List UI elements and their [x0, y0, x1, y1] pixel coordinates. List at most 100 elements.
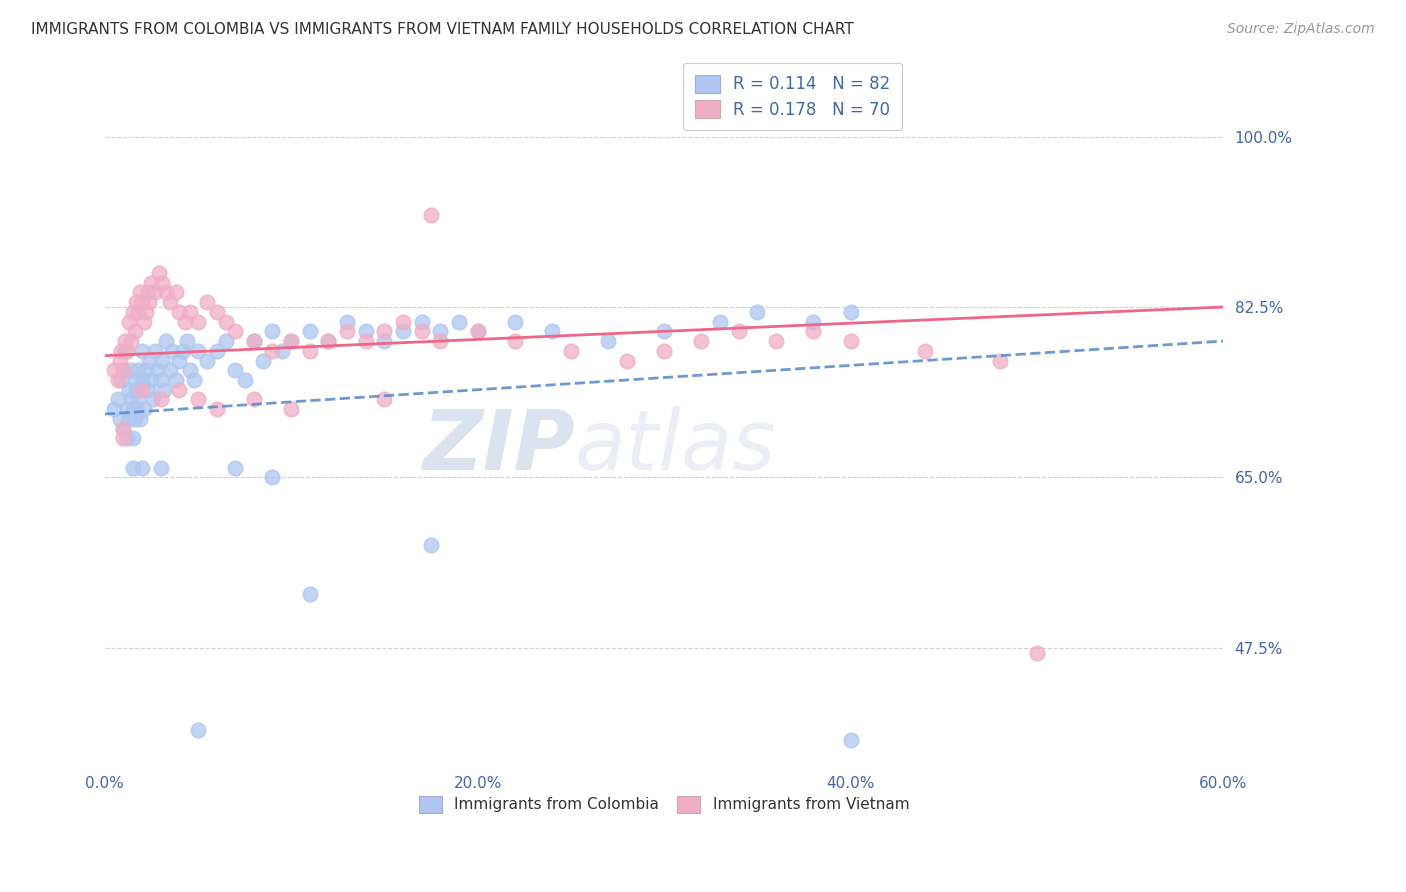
- Point: [165, 285, 187, 300]
- Point: [503, 334, 526, 348]
- Point: [127, 305, 149, 319]
- Point: [801, 324, 824, 338]
- Point: [141, 373, 163, 387]
- Point: [839, 305, 862, 319]
- Point: [205, 343, 228, 358]
- Point: [108, 353, 131, 368]
- Point: [160, 343, 183, 358]
- Point: [336, 315, 359, 329]
- Point: [103, 402, 125, 417]
- Point: [224, 460, 246, 475]
- Point: [447, 315, 470, 329]
- Point: [298, 343, 321, 358]
- Point: [262, 343, 284, 358]
- Point: [120, 392, 142, 407]
- Legend: Immigrants from Colombia, Immigrants from Vietnam: Immigrants from Colombia, Immigrants fro…: [406, 784, 921, 825]
- Point: [121, 305, 143, 319]
- Point: [187, 392, 209, 407]
- Point: [165, 373, 187, 387]
- Text: IMMIGRANTS FROM COLOMBIA VS IMMIGRANTS FROM VIETNAM FAMILY HOUSEHOLDS CORRELATIO: IMMIGRANTS FROM COLOMBIA VS IMMIGRANTS F…: [31, 22, 853, 37]
- Point: [125, 383, 148, 397]
- Text: Source: ZipAtlas.com: Source: ZipAtlas.com: [1227, 22, 1375, 37]
- Point: [153, 383, 176, 397]
- Point: [135, 305, 157, 319]
- Point: [167, 383, 190, 397]
- Point: [616, 353, 638, 368]
- Point: [262, 470, 284, 484]
- Point: [503, 315, 526, 329]
- Point: [136, 383, 159, 397]
- Point: [560, 343, 582, 358]
- Point: [112, 422, 135, 436]
- Point: [765, 334, 787, 348]
- Point: [914, 343, 936, 358]
- Point: [801, 315, 824, 329]
- Point: [108, 412, 131, 426]
- Point: [179, 363, 201, 377]
- Point: [131, 373, 153, 387]
- Point: [107, 373, 129, 387]
- Text: atlas: atlas: [575, 407, 776, 487]
- Point: [243, 392, 266, 407]
- Point: [270, 343, 292, 358]
- Point: [138, 295, 160, 310]
- Point: [115, 402, 138, 417]
- Point: [243, 334, 266, 348]
- Point: [392, 315, 415, 329]
- Point: [129, 285, 152, 300]
- Point: [148, 266, 170, 280]
- Point: [127, 363, 149, 377]
- Point: [411, 324, 433, 338]
- Point: [115, 343, 138, 358]
- Point: [110, 373, 132, 387]
- Point: [146, 363, 169, 377]
- Point: [252, 353, 274, 368]
- Point: [280, 402, 302, 417]
- Point: [727, 324, 749, 338]
- Point: [839, 334, 862, 348]
- Point: [420, 207, 443, 221]
- Point: [187, 343, 209, 358]
- Point: [167, 305, 190, 319]
- Point: [215, 334, 238, 348]
- Point: [280, 334, 302, 348]
- Point: [159, 295, 181, 310]
- Point: [280, 334, 302, 348]
- Point: [152, 353, 174, 368]
- Point: [155, 334, 177, 348]
- Point: [143, 285, 166, 300]
- Point: [411, 315, 433, 329]
- Point: [709, 315, 731, 329]
- Point: [112, 363, 135, 377]
- Point: [103, 363, 125, 377]
- Point: [132, 402, 155, 417]
- Point: [110, 343, 132, 358]
- Point: [233, 373, 256, 387]
- Point: [318, 334, 340, 348]
- Point: [652, 324, 675, 338]
- Point: [149, 392, 172, 407]
- Point: [541, 324, 564, 338]
- Point: [298, 587, 321, 601]
- Point: [149, 460, 172, 475]
- Point: [112, 422, 135, 436]
- Point: [747, 305, 769, 319]
- Point: [138, 353, 160, 368]
- Point: [141, 276, 163, 290]
- Point: [142, 392, 165, 407]
- Point: [243, 334, 266, 348]
- Point: [429, 324, 451, 338]
- Point: [131, 383, 153, 397]
- Point: [195, 353, 218, 368]
- Point: [354, 324, 377, 338]
- Point: [420, 538, 443, 552]
- Point: [373, 324, 395, 338]
- Point: [124, 412, 146, 426]
- Point: [125, 402, 148, 417]
- Point: [129, 412, 152, 426]
- Point: [131, 460, 153, 475]
- Point: [373, 334, 395, 348]
- Point: [127, 392, 149, 407]
- Point: [124, 373, 146, 387]
- Point: [173, 315, 195, 329]
